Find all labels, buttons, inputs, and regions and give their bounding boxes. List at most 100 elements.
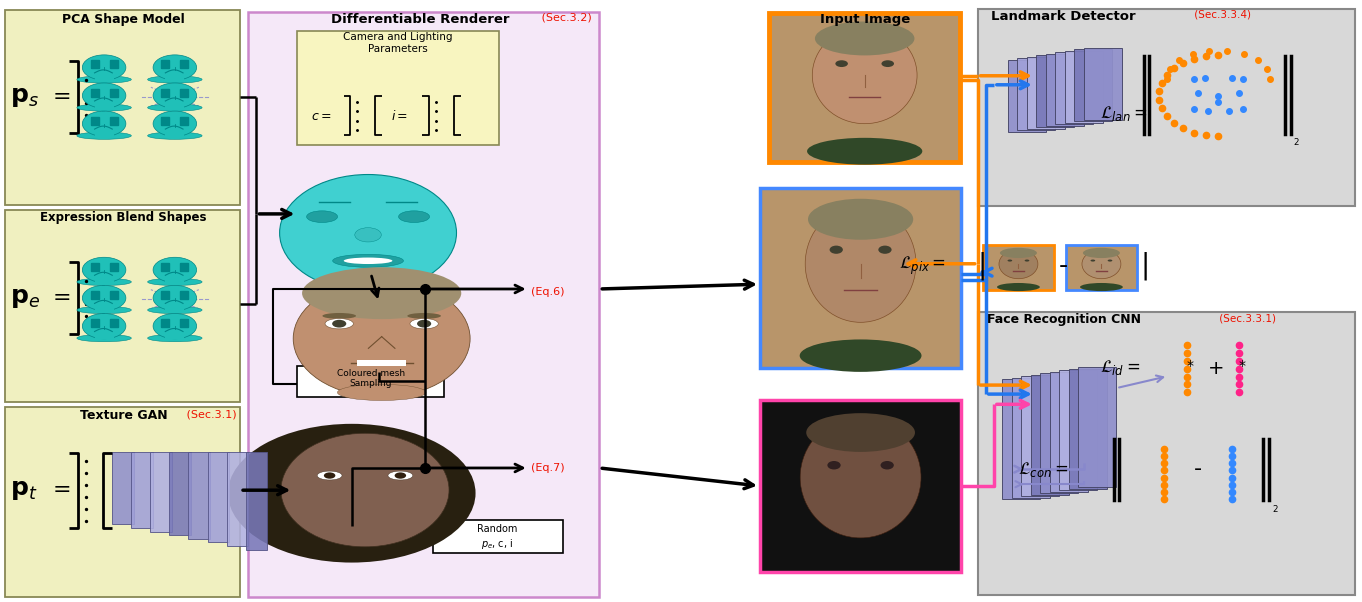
- FancyBboxPatch shape: [1002, 379, 1041, 499]
- Ellipse shape: [808, 199, 913, 240]
- Ellipse shape: [343, 258, 392, 264]
- FancyBboxPatch shape: [94, 305, 113, 311]
- Text: =: =: [52, 87, 71, 107]
- Text: (Sec.3.1): (Sec.3.1): [183, 409, 237, 419]
- Text: Camera and Lighting
Parameters: Camera and Lighting Parameters: [343, 32, 452, 54]
- FancyBboxPatch shape: [165, 305, 184, 311]
- Ellipse shape: [147, 278, 202, 285]
- Ellipse shape: [76, 306, 131, 314]
- Ellipse shape: [82, 55, 125, 80]
- Ellipse shape: [827, 461, 840, 470]
- Text: $c=$: $c=$: [311, 110, 331, 123]
- Text: |: |: [978, 252, 987, 281]
- Ellipse shape: [410, 318, 439, 329]
- Ellipse shape: [153, 314, 196, 339]
- FancyBboxPatch shape: [1056, 52, 1094, 124]
- Text: $\mathbf{p}_e$: $\mathbf{p}_e$: [11, 286, 41, 310]
- Ellipse shape: [82, 83, 125, 108]
- FancyBboxPatch shape: [1027, 57, 1065, 129]
- Ellipse shape: [153, 285, 196, 311]
- Ellipse shape: [997, 283, 1039, 291]
- FancyBboxPatch shape: [297, 366, 444, 397]
- Text: Face Recognition CNN: Face Recognition CNN: [987, 313, 1141, 326]
- FancyBboxPatch shape: [357, 360, 406, 367]
- FancyBboxPatch shape: [1084, 48, 1122, 120]
- FancyBboxPatch shape: [1046, 54, 1084, 126]
- Ellipse shape: [1024, 259, 1030, 262]
- Ellipse shape: [147, 335, 202, 342]
- FancyBboxPatch shape: [112, 452, 133, 524]
- Text: *: *: [1186, 359, 1193, 373]
- Ellipse shape: [1083, 248, 1120, 258]
- FancyBboxPatch shape: [760, 188, 962, 368]
- Ellipse shape: [808, 138, 922, 164]
- FancyBboxPatch shape: [770, 13, 960, 20]
- Ellipse shape: [147, 306, 202, 314]
- Text: PCA Shape Model: PCA Shape Model: [61, 13, 184, 26]
- Ellipse shape: [302, 267, 462, 319]
- FancyBboxPatch shape: [1036, 55, 1075, 127]
- Ellipse shape: [76, 132, 131, 139]
- Ellipse shape: [82, 257, 125, 282]
- Ellipse shape: [82, 314, 125, 339]
- Text: $_2$: $_2$: [1294, 135, 1299, 148]
- Ellipse shape: [806, 413, 915, 452]
- Ellipse shape: [306, 211, 338, 223]
- Text: (Sec.3.3.4): (Sec.3.3.4): [1192, 10, 1252, 20]
- Ellipse shape: [147, 104, 202, 111]
- Ellipse shape: [281, 433, 449, 547]
- Text: Input Image: Input Image: [820, 13, 910, 26]
- FancyBboxPatch shape: [1050, 371, 1088, 492]
- Text: Coloured mesh
Sampling: Coloured mesh Sampling: [336, 369, 405, 388]
- Text: $\mathcal{L}_{lan}=$: $\mathcal{L}_{lan}=$: [1100, 104, 1147, 123]
- FancyBboxPatch shape: [150, 452, 172, 532]
- FancyBboxPatch shape: [297, 31, 498, 145]
- Text: (Eq.7): (Eq.7): [531, 463, 565, 473]
- FancyBboxPatch shape: [5, 209, 240, 402]
- Text: =: =: [52, 480, 71, 500]
- FancyBboxPatch shape: [1041, 373, 1079, 493]
- Ellipse shape: [1008, 259, 1012, 262]
- FancyBboxPatch shape: [165, 131, 184, 137]
- Ellipse shape: [407, 313, 441, 319]
- Ellipse shape: [881, 60, 893, 67]
- Ellipse shape: [76, 76, 131, 83]
- Text: =: =: [52, 288, 71, 308]
- FancyBboxPatch shape: [1012, 377, 1050, 498]
- Ellipse shape: [799, 340, 922, 372]
- Ellipse shape: [332, 254, 403, 267]
- Ellipse shape: [76, 335, 131, 342]
- Text: +: +: [1208, 359, 1224, 378]
- Ellipse shape: [1000, 248, 1036, 258]
- Text: Expression Blend Shapes: Expression Blend Shapes: [39, 211, 207, 224]
- FancyBboxPatch shape: [165, 334, 184, 340]
- FancyBboxPatch shape: [5, 10, 240, 205]
- Ellipse shape: [835, 60, 849, 67]
- Ellipse shape: [293, 280, 470, 397]
- FancyBboxPatch shape: [433, 520, 563, 553]
- Text: $\mathbf{p}_t$: $\mathbf{p}_t$: [11, 478, 38, 502]
- FancyBboxPatch shape: [165, 103, 184, 109]
- FancyBboxPatch shape: [226, 452, 248, 546]
- FancyBboxPatch shape: [1075, 49, 1113, 122]
- Ellipse shape: [829, 246, 843, 254]
- FancyBboxPatch shape: [94, 75, 113, 81]
- Ellipse shape: [153, 83, 196, 108]
- Ellipse shape: [153, 55, 196, 80]
- Ellipse shape: [153, 111, 196, 136]
- Ellipse shape: [76, 104, 131, 111]
- FancyBboxPatch shape: [1069, 369, 1107, 489]
- Ellipse shape: [801, 417, 921, 538]
- FancyBboxPatch shape: [1017, 58, 1056, 130]
- Ellipse shape: [147, 132, 202, 139]
- Ellipse shape: [812, 27, 917, 123]
- FancyBboxPatch shape: [165, 75, 184, 81]
- Text: $_2$: $_2$: [1272, 501, 1279, 515]
- FancyBboxPatch shape: [978, 9, 1354, 206]
- Ellipse shape: [399, 211, 429, 223]
- FancyBboxPatch shape: [1031, 374, 1069, 495]
- FancyBboxPatch shape: [5, 408, 240, 597]
- FancyBboxPatch shape: [245, 452, 267, 550]
- Text: -: -: [1060, 254, 1068, 278]
- FancyBboxPatch shape: [207, 452, 229, 542]
